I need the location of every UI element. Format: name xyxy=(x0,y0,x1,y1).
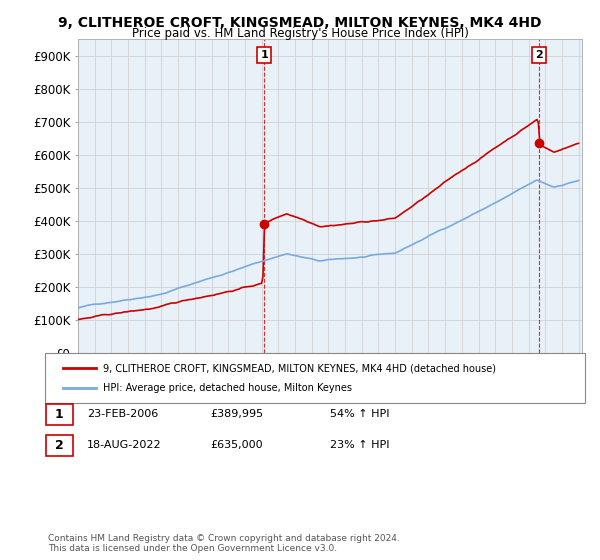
Text: £389,995: £389,995 xyxy=(210,409,263,419)
Text: Contains HM Land Registry data © Crown copyright and database right 2024.
This d: Contains HM Land Registry data © Crown c… xyxy=(48,534,400,553)
Text: 23-FEB-2006: 23-FEB-2006 xyxy=(87,409,158,419)
Text: £635,000: £635,000 xyxy=(210,440,263,450)
Text: HPI: Average price, detached house, Milton Keynes: HPI: Average price, detached house, Milt… xyxy=(103,383,352,393)
Text: 2: 2 xyxy=(55,438,64,452)
Text: 54% ↑ HPI: 54% ↑ HPI xyxy=(330,409,389,419)
Text: 18-AUG-2022: 18-AUG-2022 xyxy=(87,440,161,450)
Text: 1: 1 xyxy=(260,50,268,60)
Text: 2: 2 xyxy=(535,50,543,60)
Text: 23% ↑ HPI: 23% ↑ HPI xyxy=(330,440,389,450)
Text: 9, CLITHEROE CROFT, KINGSMEAD, MILTON KEYNES, MK4 4HD (detached house): 9, CLITHEROE CROFT, KINGSMEAD, MILTON KE… xyxy=(103,363,496,373)
Text: 9, CLITHEROE CROFT, KINGSMEAD, MILTON KEYNES, MK4 4HD: 9, CLITHEROE CROFT, KINGSMEAD, MILTON KE… xyxy=(58,16,542,30)
Text: Price paid vs. HM Land Registry's House Price Index (HPI): Price paid vs. HM Land Registry's House … xyxy=(131,27,469,40)
Text: 1: 1 xyxy=(55,408,64,421)
